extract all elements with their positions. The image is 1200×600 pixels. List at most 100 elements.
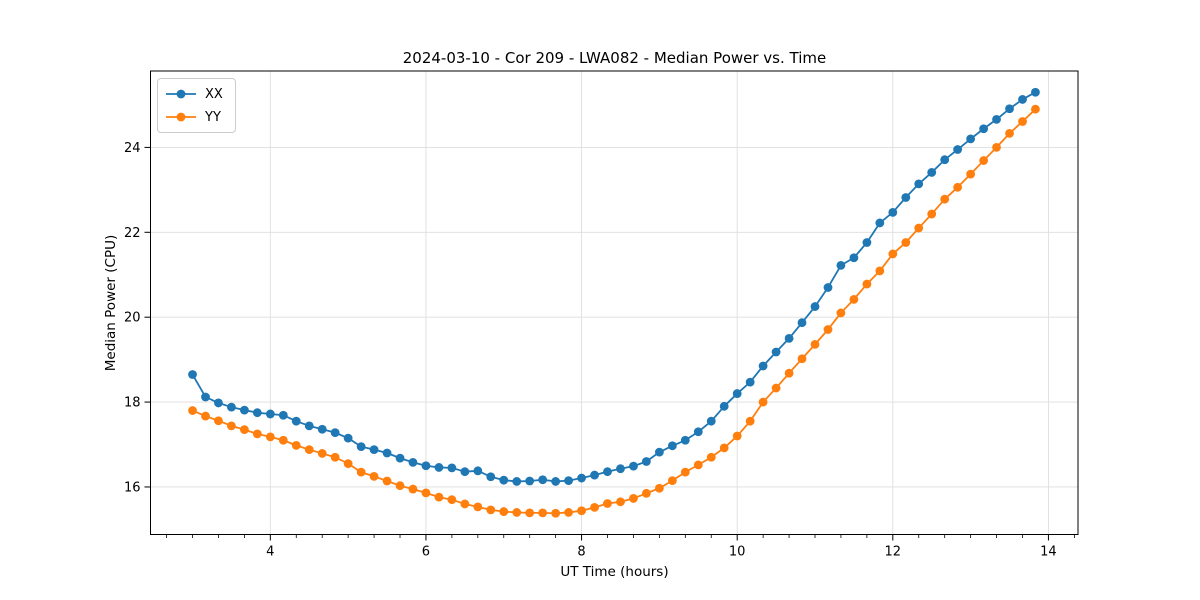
y-axis-label: Median Power (CPU) [103, 234, 119, 372]
data-point-XX [1018, 95, 1027, 104]
data-point-YY [616, 497, 625, 507]
legend-dot [176, 89, 186, 99]
data-point-YY [525, 508, 535, 518]
data-point-XX [979, 124, 989, 134]
data-point-YY [641, 488, 651, 498]
data-point-YY [317, 449, 327, 458]
data-point-YY [719, 443, 729, 453]
data-point-XX [564, 476, 573, 485]
data-point-YY [343, 459, 353, 469]
data-point-YY [252, 429, 262, 439]
data-point-YY [732, 431, 742, 441]
data-point-XX [706, 416, 716, 426]
data-point-YY [265, 432, 275, 442]
data-point-YY [771, 383, 781, 393]
data-point-XX [992, 114, 1001, 124]
data-point-XX [888, 207, 898, 217]
axes-spines [150, 70, 1079, 535]
data-point-YY [1005, 128, 1014, 138]
data-point-XX [265, 409, 275, 419]
data-point-XX [771, 347, 781, 357]
data-point-XX [836, 261, 846, 270]
data-point-XX [849, 253, 859, 263]
data-point-XX [356, 442, 366, 452]
y-tick-label: 20 [124, 311, 141, 326]
data-point-YY [979, 156, 989, 165]
data-point-XX [486, 472, 496, 482]
data-point-YY [654, 483, 664, 493]
data-point-YY [473, 502, 483, 512]
data-point-XX [732, 389, 742, 398]
legend-label-xx: XX [205, 86, 223, 102]
data-point-XX [421, 461, 431, 471]
data-point-XX [914, 179, 924, 189]
series-line-XX [191, 91, 1037, 483]
data-point-YY [188, 406, 197, 415]
data-point-XX [875, 218, 885, 228]
data-point-YY [486, 505, 496, 515]
data-point-XX [680, 435, 690, 445]
data-point-XX [188, 370, 197, 379]
data-point-YY [849, 294, 859, 304]
data-point-YY [278, 435, 288, 445]
data-point-YY [797, 354, 807, 364]
data-point-XX [214, 398, 223, 408]
data-point-YY [214, 416, 223, 426]
data-point-XX [758, 361, 768, 371]
y-tick-label: 24 [124, 141, 141, 156]
data-point-XX [369, 445, 379, 455]
data-point-XX [667, 441, 677, 451]
data-point-YY [784, 368, 794, 378]
data-point-XX [966, 134, 976, 144]
data-point-XX [693, 427, 703, 437]
y-tick-label: 16 [124, 480, 141, 495]
data-point-XX [719, 401, 729, 411]
legend-dot [176, 112, 186, 122]
data-point-XX [629, 461, 638, 471]
data-point-XX [291, 416, 301, 426]
data-point-YY [421, 488, 431, 498]
data-point-YY [940, 194, 950, 204]
data-point-YY [992, 143, 1001, 152]
data-point-YY [914, 223, 924, 233]
data-point-YY [395, 481, 405, 491]
data-point-YY [745, 416, 755, 426]
data-point-XX [395, 453, 405, 463]
data-point-YY [667, 476, 677, 485]
data-point-YY [758, 397, 768, 407]
legend: XX YY [157, 78, 236, 133]
data-point-YY [330, 452, 340, 462]
data-point-XX [603, 467, 612, 477]
data-point-YY [382, 476, 392, 486]
data-point-YY [888, 249, 898, 259]
data-point-XX [499, 475, 509, 485]
data-point-YY [369, 471, 379, 481]
data-point-YY [304, 445, 314, 455]
data-point-YY [1018, 117, 1027, 126]
data-point-XX [460, 467, 470, 477]
data-point-YY [201, 411, 210, 421]
data-point-YY [706, 452, 716, 462]
data-point-XX [447, 463, 457, 473]
data-point-XX [525, 476, 535, 486]
data-point-XX [745, 377, 755, 387]
data-point-XX [201, 392, 210, 402]
data-point-YY [577, 506, 586, 516]
data-point-YY [291, 440, 301, 450]
data-point-XX [577, 473, 586, 483]
legend-label-yy: YY [205, 109, 221, 125]
data-point-YY [1031, 104, 1040, 114]
data-point-YY [810, 339, 820, 349]
data-point-YY [836, 308, 846, 318]
data-point-XX [1031, 87, 1040, 97]
data-point-XX [382, 448, 392, 458]
data-point-YY [629, 494, 638, 503]
data-point-YY [953, 182, 963, 192]
data-point-YY [447, 495, 457, 505]
data-point-XX [927, 168, 937, 177]
data-point-YY [875, 266, 885, 276]
x-tick-label: 8 [577, 545, 585, 560]
data-point-XX [512, 477, 522, 486]
